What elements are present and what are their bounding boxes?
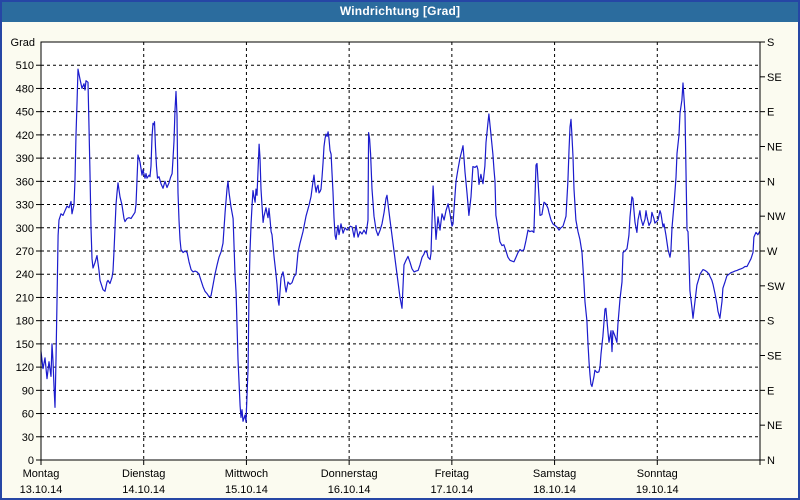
y-left-tick-label: 330 (16, 200, 34, 212)
y-left-tick-label: 150 (16, 339, 34, 351)
title-bar: Windrichtung [Grad] (0, 0, 800, 22)
x-day-name-label: Sonntag (637, 468, 678, 480)
x-day-name-label: Dienstag (122, 468, 165, 480)
y-right-compass-label: SE (767, 351, 782, 363)
y-right-compass-label: S (767, 37, 774, 49)
series-line-windrichtung (40, 68, 761, 423)
y-left-tick-label: 510 (16, 60, 34, 72)
plot-background (41, 42, 760, 460)
y-right-compass-label: NE (767, 420, 782, 432)
x-day-date-label: 14.10.14 (122, 484, 165, 496)
y-right-compass-label: SW (767, 281, 785, 293)
y-axis-unit-label: Grad (11, 37, 35, 49)
x-day-date-label: 13.10.14 (20, 484, 63, 496)
y-left-tick-label: 240 (16, 269, 34, 281)
y-left-tick-label: 30 (22, 432, 34, 444)
x-day-name-label: Samstag (533, 468, 576, 480)
y-left-tick-label: 270 (16, 246, 34, 258)
x-day-date-label: 17.10.14 (430, 484, 473, 496)
y-right-compass-label: N (767, 455, 775, 467)
x-day-name-label: Mittwoch (225, 468, 268, 480)
y-left-tick-label: 450 (16, 107, 34, 119)
x-day-name-label: Donnerstag (321, 468, 378, 480)
y-right-compass-label: NE (767, 142, 782, 154)
x-day-date-label: 15.10.14 (225, 484, 268, 496)
y-right-compass-label: E (767, 107, 774, 119)
y-left-tick-label: 60 (22, 409, 34, 421)
y-left-tick-label: 420 (16, 130, 34, 142)
y-left-tick-label: 360 (16, 176, 34, 188)
y-left-tick-label: 390 (16, 153, 34, 165)
x-day-date-label: 19.10.14 (636, 484, 679, 496)
y-right-compass-label: E (767, 385, 774, 397)
y-left-tick-label: 180 (16, 316, 34, 328)
y-left-tick-label: 90 (22, 385, 34, 397)
x-day-date-label: 16.10.14 (328, 484, 371, 496)
y-left-tick-label: 210 (16, 292, 34, 304)
y-right-compass-label: W (767, 246, 778, 258)
y-left-tick-label: 300 (16, 223, 34, 235)
wind-direction-chart: Grad 0 30 60 90 120 150 180 210 240 270 300 330 360 39… (11, 37, 786, 496)
y-right-compass-label: SE (767, 72, 782, 84)
y-right-compass-label: S (767, 316, 774, 328)
x-day-date-label: 18.10.14 (533, 484, 576, 496)
chart-title: Windrichtung [Grad] (339, 4, 461, 18)
y-right-compass-label: N (767, 176, 775, 188)
y-left-tick-label: 0 (28, 455, 34, 467)
y-left-tick-label: 120 (16, 362, 34, 374)
x-day-name-label: Montag (23, 468, 60, 480)
x-day-name-label: Freitag (435, 468, 469, 480)
y-right-compass-label: NW (767, 211, 786, 223)
y-left-tick-label: 480 (16, 83, 34, 95)
